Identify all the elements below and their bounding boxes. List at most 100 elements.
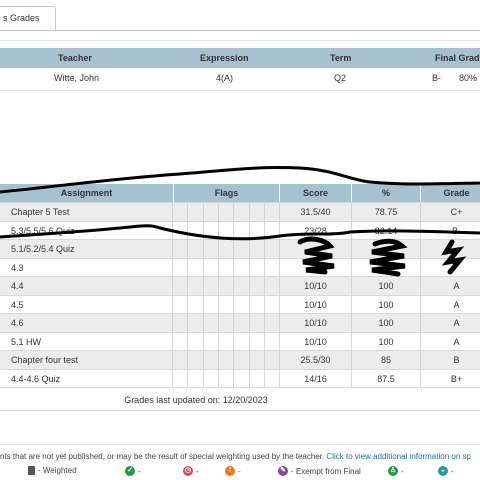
assignment-grade: A: [420, 314, 480, 332]
legend-weighted: - Weighted: [28, 466, 77, 475]
flag-cell: [217, 203, 234, 221]
flag-cell: [248, 203, 265, 221]
flag-cell: [233, 295, 249, 313]
flag-cell: [202, 295, 219, 313]
flag-cell: [187, 332, 203, 350]
check-circle-icon: ✓: [125, 466, 135, 476]
flag-cell: [172, 332, 188, 350]
assignment-grade: B+: [420, 369, 480, 387]
calculator-icon: [28, 466, 35, 475]
table-row[interactable]: 4.4 10/10 100 A: [0, 277, 480, 296]
flag-cell: [172, 258, 188, 276]
class-row[interactable]: Witte, John 4(A) Q2 B- 80%: [0, 68, 480, 88]
assignment-name[interactable]: 4.4: [11, 281, 24, 291]
flag-cell: [263, 314, 280, 332]
flag-cell: [217, 332, 234, 350]
table-row[interactable]: 4.4-4.6 Quiz 14/16 87.5 B+: [0, 369, 480, 388]
class-table-header: Teacher Expression Term Final Grad: [0, 48, 480, 68]
final-grade-header: Final Grad: [435, 53, 480, 63]
assignment-name[interactable]: 4.5: [11, 299, 24, 310]
assignment-score: 10/10: [279, 295, 351, 313]
legend-late: ◷ -: [183, 466, 199, 476]
grade-header: Grade: [420, 184, 480, 203]
flag-cell: [187, 258, 203, 276]
assignment-name[interactable]: Chapter four test: [11, 355, 79, 365]
assignment-score: 14/16: [279, 369, 351, 387]
assignment-score: 10/10: [279, 314, 351, 332]
legend-incomplete: ◒ -: [438, 466, 454, 476]
flag-cell: [172, 314, 188, 332]
flag-cell: [248, 240, 265, 258]
assignment-name[interactable]: 5.1/5.2/5.4 Quiz: [11, 244, 75, 254]
table-row[interactable]: Chapter four test 25.5/30 85 B: [0, 351, 480, 370]
flag-cell: [263, 240, 280, 258]
flag-cell: [202, 277, 219, 295]
flag-cell: [263, 332, 280, 350]
flag-cell: [233, 314, 249, 332]
assignment-name[interactable]: 5.3/5.5/5.6 Quiz: [11, 225, 75, 236]
assignment-score: [279, 240, 351, 258]
teacher-header: Teacher: [58, 53, 92, 63]
table-row[interactable]: 4.3: [0, 258, 480, 277]
flag-cell: [217, 369, 234, 387]
assignment-percent: 100: [351, 295, 420, 313]
assignment-name[interactable]: Chapter 5 Test: [11, 207, 70, 217]
flag-cell: [172, 203, 188, 221]
table-row[interactable]: 4.5 10/10 100 A: [0, 295, 480, 314]
flag-cell: [248, 258, 265, 276]
additional-info-link[interactable]: Click to view additional information on …: [326, 452, 471, 461]
flag-cell: [233, 258, 249, 276]
assignment-percent: 87.5: [351, 369, 420, 387]
table-row[interactable]: 5.1 HW 10/10 100 A: [0, 332, 480, 351]
flag-cell: [217, 351, 234, 369]
note-rule: [0, 444, 480, 445]
flag-cell: [248, 314, 265, 332]
flag-cell: [233, 203, 249, 221]
assignment-percent: 85: [351, 351, 420, 369]
assignment-name[interactable]: 4.4-4.6 Quiz: [11, 373, 61, 384]
flag-cell: [172, 240, 188, 258]
teacher-name[interactable]: Witte, John: [54, 73, 100, 83]
flag-cell: [263, 221, 280, 239]
assignment-score: [279, 258, 351, 276]
assignment-score: 10/10: [279, 277, 351, 295]
assignment-percent: [351, 240, 420, 258]
tab-grades[interactable]: s Grades: [0, 6, 56, 30]
expression-value: 4(A): [216, 73, 234, 83]
assignment-percent: [351, 258, 420, 276]
flag-cell: [217, 277, 234, 295]
table-row[interactable]: 5.3/5.5/5.6 Quiz 23/28 82.14 B-: [0, 221, 480, 240]
assignment-header: Assignment: [60, 188, 113, 198]
table-row[interactable]: Chapter 5 Test 31.5/40 78.75 C+: [0, 203, 480, 222]
flag-cell: [187, 240, 203, 258]
flag-cell: [202, 258, 219, 276]
flag-cell: [187, 277, 203, 295]
rows-top-line: [0, 202, 480, 203]
last-updated: Grades last updated on: 12/20/2023: [124, 395, 268, 405]
flag-cell: [187, 221, 203, 239]
assignment-grade: C+: [420, 203, 480, 221]
legend: - Weighted ✓ - ◷ - ! - ✎ - Exempt from Fina…: [0, 466, 480, 480]
flag-cell: [263, 203, 280, 221]
flag-cell: [248, 277, 265, 295]
flag-cell: [248, 332, 265, 350]
assignment-percent: 100: [351, 277, 420, 295]
legend-exempt: ✎ - Exempt from Final: [278, 466, 361, 476]
assignment-percent: 100: [351, 332, 420, 350]
flag-cell: [172, 295, 188, 313]
assignment-name[interactable]: 5.1 HW: [11, 336, 42, 347]
score-header: Score: [279, 184, 351, 203]
assignment-name[interactable]: 4.6: [11, 318, 24, 328]
assignment-grade: A: [420, 332, 480, 350]
assignment-name[interactable]: 4.3: [11, 262, 24, 273]
final-percent[interactable]: 80%: [459, 73, 478, 83]
flag-cell: [172, 369, 188, 387]
legend-weighted-label: - Weighted: [38, 466, 77, 475]
expression-header: Expression: [200, 53, 249, 63]
flag-cell: [248, 221, 265, 239]
table-row[interactable]: 4.6 10/10 100 A: [0, 314, 480, 333]
table-row[interactable]: 5.1/5.2/5.4 Quiz: [0, 240, 480, 259]
flag-cell: [248, 295, 265, 313]
term-value: Q2: [334, 73, 347, 83]
final-letter[interactable]: B-: [432, 73, 441, 83]
